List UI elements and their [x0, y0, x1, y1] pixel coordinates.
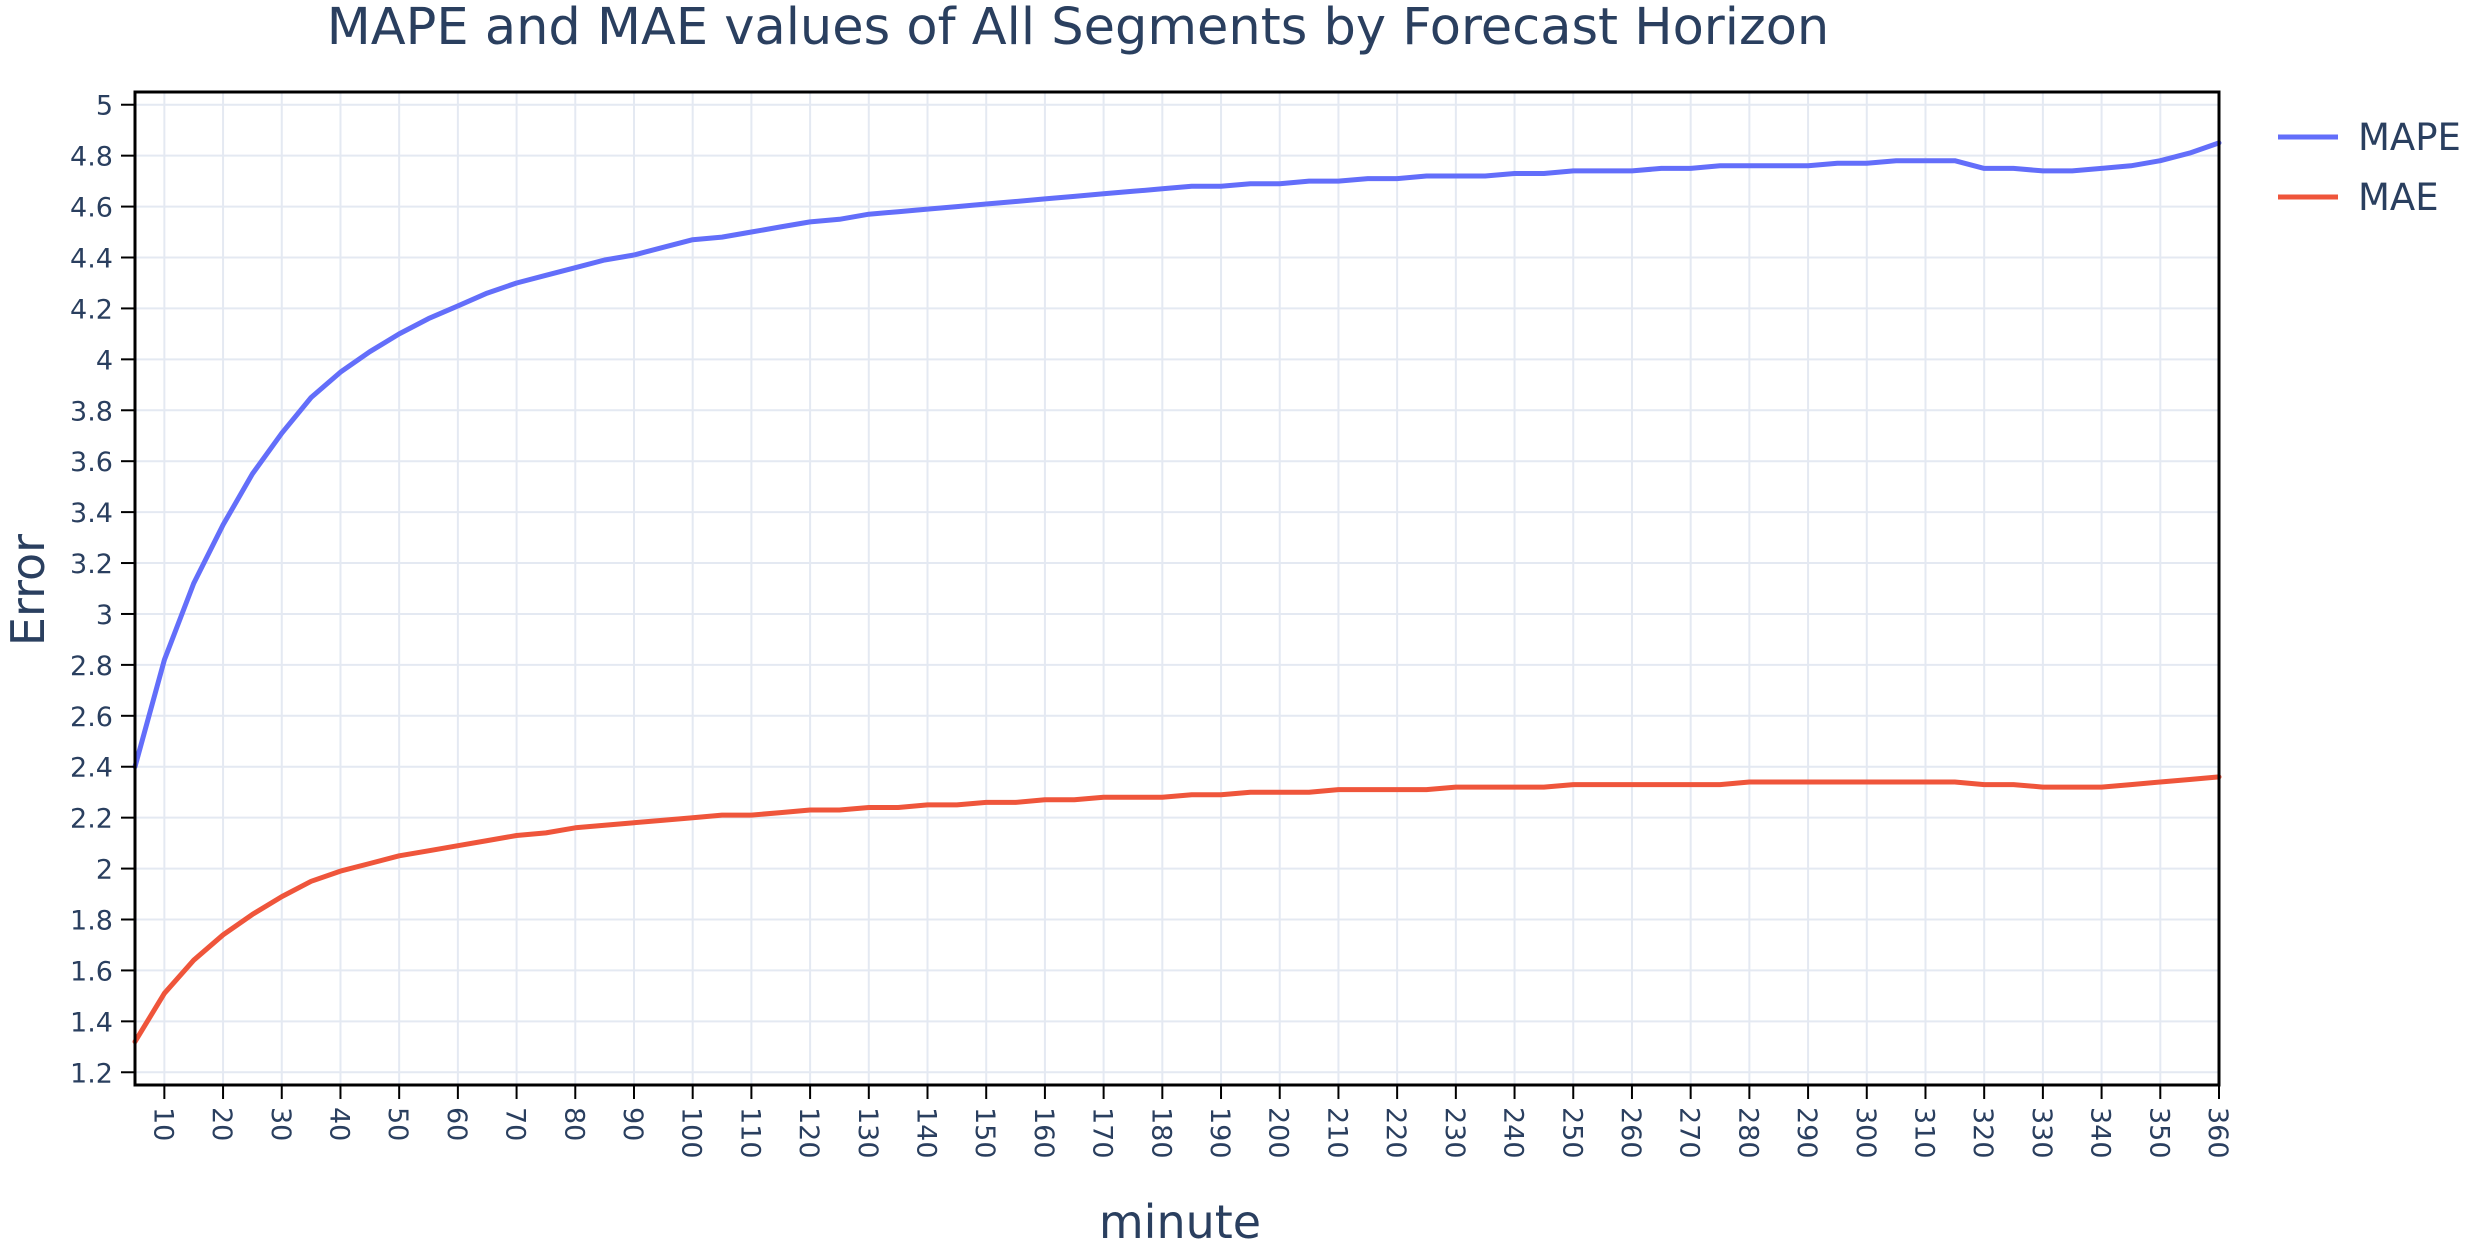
x-tick-label: 10 — [147, 1107, 178, 1141]
y-tick-label: 5 — [96, 91, 113, 122]
y-tick-label: 2.2 — [70, 804, 113, 835]
x-tick-label: 220 — [1380, 1107, 1411, 1159]
plot-frame — [133, 90, 2221, 1087]
x-tick-label: 320 — [1967, 1107, 1998, 1159]
y-tick-label: 4.8 — [70, 142, 113, 173]
x-tick-label: 190 — [1204, 1107, 1235, 1159]
y-tick-label: 4.6 — [70, 193, 113, 224]
y-tick-label: 2.6 — [70, 702, 113, 733]
y-tick-label: 1.6 — [70, 956, 113, 987]
x-tick-label: 40 — [323, 1107, 354, 1141]
y-tick-label: 1.4 — [70, 1007, 113, 1038]
y-tick-label: 2 — [96, 855, 113, 886]
x-axis-ticks: 10 20 30 40 50 60 70 80 90 100 110 120 130 140 150 160 1… — [147, 1085, 2233, 1159]
x-tick-label: 300 — [1850, 1107, 1881, 1159]
x-tick-label: 260 — [1615, 1107, 1646, 1159]
x-tick-label: 150 — [969, 1107, 1000, 1159]
y-tick-label: 1.2 — [70, 1058, 113, 1089]
series-line-mae — [132, 774, 2222, 1045]
x-tick-label: 160 — [1028, 1107, 1059, 1159]
x-tick-label: 50 — [382, 1107, 413, 1141]
legend[interactable]: MAPE MAE — [2278, 116, 2461, 219]
x-tick-label: 230 — [1439, 1107, 1470, 1159]
x-tick-label: 120 — [793, 1107, 824, 1159]
y-tick-label: 3.2 — [70, 549, 113, 580]
y-tick-label: 2.8 — [70, 651, 113, 682]
x-tick-label: 30 — [265, 1107, 296, 1141]
x-axis-title: minute — [1099, 1195, 1261, 1249]
y-axis-title: Error — [1, 534, 55, 646]
x-tick-label: 340 — [2085, 1107, 2116, 1159]
y-tick-label: 3.8 — [70, 396, 113, 427]
x-tick-label: 80 — [558, 1107, 589, 1141]
x-tick-label: 90 — [617, 1107, 648, 1141]
x-tick-label: 270 — [1674, 1107, 1705, 1159]
y-tick-label: 1.8 — [70, 906, 113, 937]
legend-item-mae[interactable]: MAE — [2278, 176, 2439, 219]
y-tick-label: 4 — [96, 345, 113, 376]
y-tick-label: 2.4 — [70, 753, 113, 784]
series-line-mape — [132, 140, 2222, 770]
plot-series — [132, 140, 2222, 1045]
x-tick-label: 140 — [911, 1107, 942, 1159]
legend-item-mape[interactable]: MAPE — [2278, 116, 2461, 159]
chart-title: MAPE and MAE values of All Segments by F… — [327, 0, 1830, 57]
gridlines — [135, 92, 2220, 1085]
x-tick-label: 360 — [2202, 1107, 2233, 1159]
y-tick-label: 3 — [96, 600, 113, 631]
x-tick-label: 200 — [1263, 1107, 1294, 1159]
x-tick-label: 60 — [441, 1107, 472, 1141]
y-axis-ticks: 1.2 1.4 1.6 1.8 2 2.2 2.4 2.6 2.8 3 3.2 3.4 3.6 3.8 4 4… — [70, 91, 135, 1089]
x-tick-label: 70 — [500, 1107, 531, 1141]
x-tick-label: 290 — [1791, 1107, 1822, 1159]
x-tick-label: 130 — [852, 1107, 883, 1159]
x-tick-label: 180 — [1145, 1107, 1176, 1159]
x-tick-label: 330 — [2026, 1107, 2057, 1159]
x-tick-label: 250 — [1556, 1107, 1587, 1159]
y-tick-label: 3.4 — [70, 498, 113, 529]
legend-label-mae: MAE — [2358, 176, 2439, 219]
x-tick-label: 310 — [1908, 1107, 1939, 1159]
y-tick-label: 4.2 — [70, 294, 113, 325]
x-tick-label: 350 — [2143, 1107, 2174, 1159]
y-tick-label: 3.6 — [70, 447, 113, 478]
x-tick-label: 240 — [1498, 1107, 1529, 1159]
x-tick-label: 20 — [206, 1107, 237, 1141]
y-tick-label: 4.4 — [70, 244, 113, 275]
x-tick-label: 110 — [734, 1107, 765, 1159]
x-tick-label: 100 — [676, 1107, 707, 1159]
x-tick-label: 210 — [1321, 1107, 1352, 1159]
x-tick-label: 170 — [1087, 1107, 1118, 1159]
x-tick-label: 280 — [1732, 1107, 1763, 1159]
legend-label-mape: MAPE — [2358, 116, 2461, 159]
